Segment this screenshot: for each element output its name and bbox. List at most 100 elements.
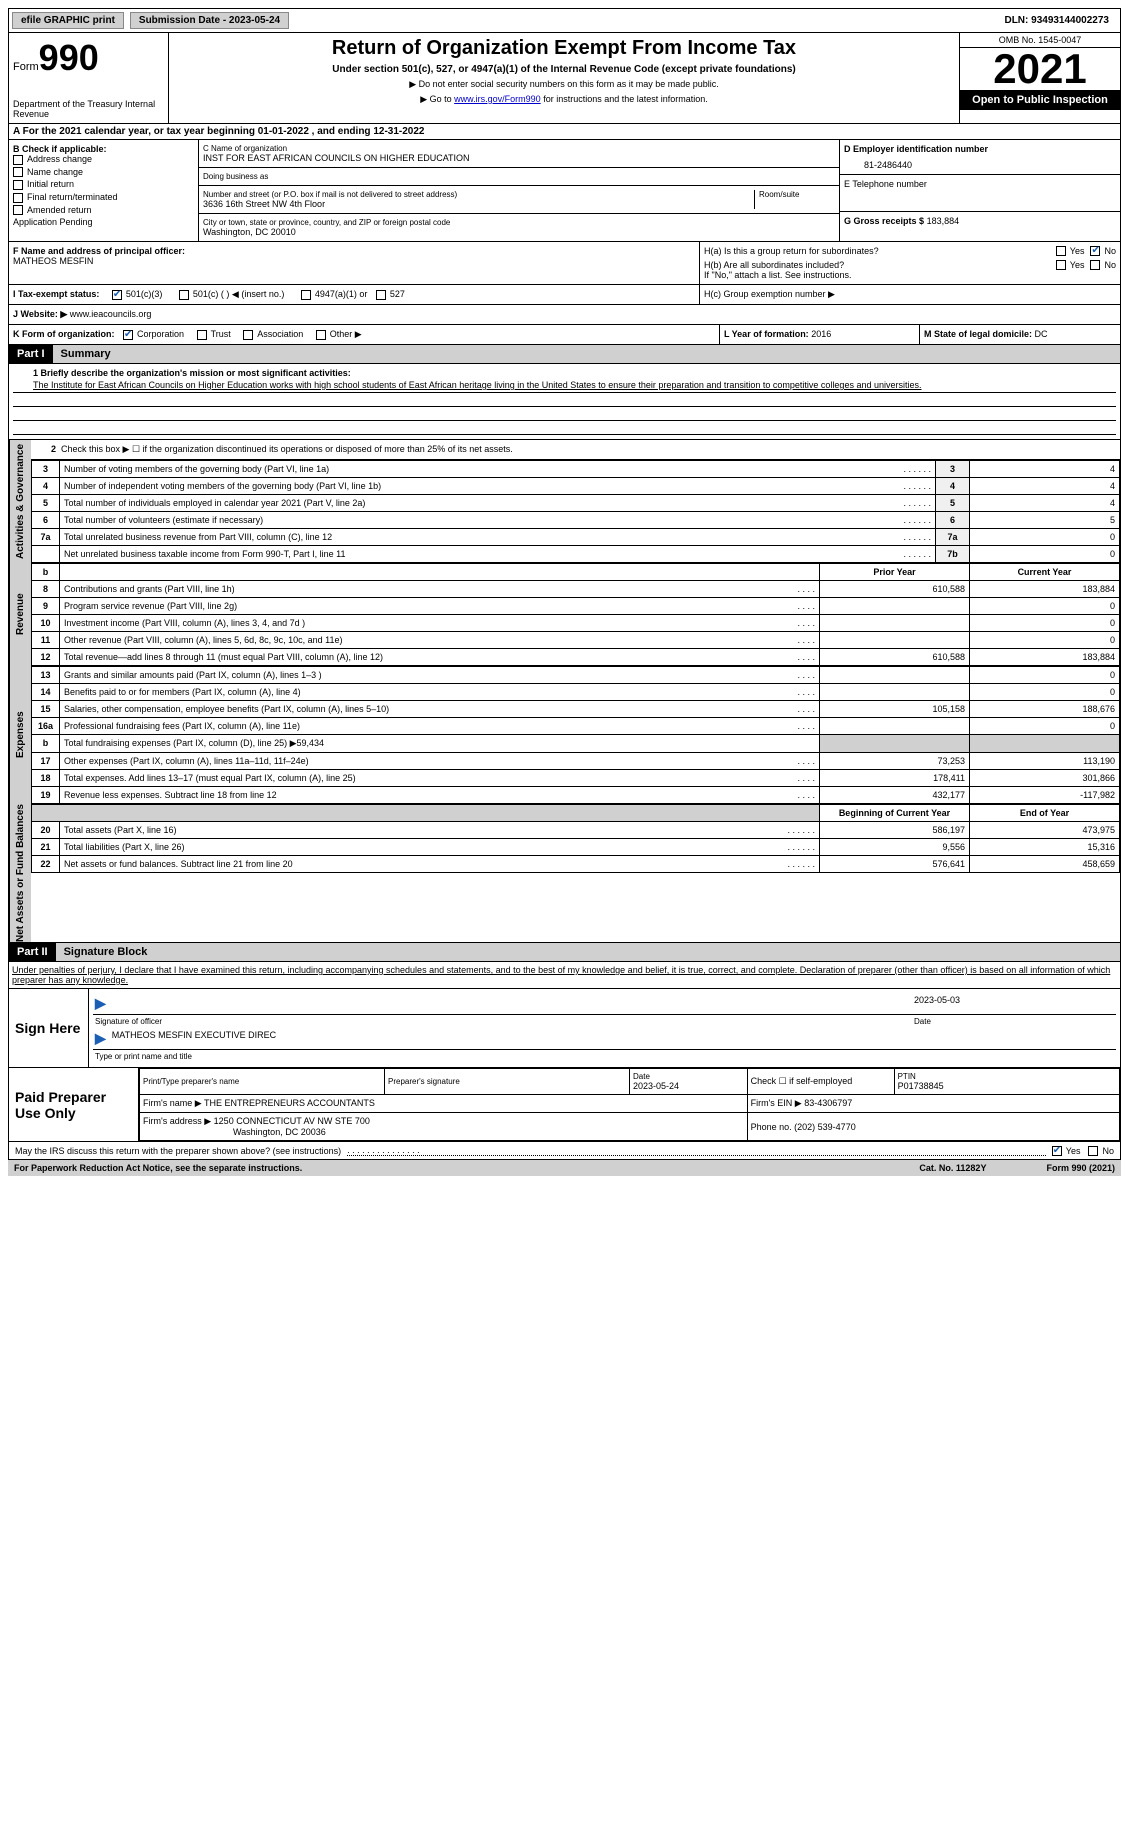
irs-link[interactable]: www.irs.gov/Form990	[454, 94, 541, 104]
part2-title: Signature Block	[56, 943, 1120, 961]
table-row: 3Number of voting members of the governi…	[32, 461, 1120, 478]
revenue-label: Revenue	[9, 563, 31, 666]
hb-no[interactable]	[1090, 260, 1100, 270]
table-row: 12Total revenue—add lines 8 through 11 (…	[32, 649, 1120, 666]
header-middle: Return of Organization Exempt From Incom…	[169, 33, 960, 123]
mission-block: 1 Briefly describe the organization's mi…	[8, 364, 1121, 440]
corp-check[interactable]	[123, 330, 133, 340]
part2-header-row: Part II Signature Block	[8, 943, 1121, 962]
governance-table: 3Number of voting members of the governi…	[31, 460, 1120, 563]
section-d: D Employer identification number 81-2486…	[840, 140, 1120, 241]
discuss-text: May the IRS discuss this return with the…	[15, 1146, 341, 1156]
check-applicable-label: B Check if applicable:	[13, 144, 194, 154]
type-name-label: Type or print name and title	[93, 1050, 1116, 1063]
check-amended: Amended return	[13, 205, 194, 216]
hb-label: H(b) Are all subordinates included?	[704, 260, 1056, 270]
dba-label: Doing business as	[203, 172, 835, 181]
table-row: 6Total number of volunteers (estimate if…	[32, 512, 1120, 529]
table-row: 11Other revenue (Part VIII, column (A), …	[32, 632, 1120, 649]
check-final: Final return/terminated	[13, 192, 194, 203]
note-ssn: ▶ Do not enter social security numbers o…	[173, 79, 955, 90]
officer-print-name: MATHEOS MESFIN EXECUTIVE DIREC	[112, 1030, 276, 1047]
table-row: Net unrelated business taxable income fr…	[32, 546, 1120, 563]
dln: DLN: 93493144002273	[996, 13, 1117, 28]
table-row: 8Contributions and grants (Part VIII, li…	[32, 581, 1120, 598]
sig-officer-label: Signature of officer	[95, 1017, 914, 1026]
gross-label: G Gross receipts $	[844, 216, 924, 226]
table-row: 13Grants and similar amounts paid (Part …	[32, 667, 1120, 684]
paid-preparer-label: Paid Preparer Use Only	[9, 1068, 139, 1141]
department: Department of the Treasury Internal Reve…	[13, 99, 164, 119]
arrow-icon: ▶	[95, 1030, 106, 1047]
part2-header: Part II	[9, 943, 56, 961]
governance-label: Activities & Governance	[9, 440, 31, 563]
date-label: Date	[914, 1017, 1114, 1026]
form-number: 990	[39, 37, 99, 78]
room-label: Room/suite	[759, 190, 835, 199]
revenue-section: Revenue bPrior YearCurrent Year 8Contrib…	[8, 563, 1121, 666]
discuss-no[interactable]	[1088, 1146, 1098, 1156]
form-title: Return of Organization Exempt From Incom…	[173, 37, 955, 60]
hc-label: H(c) Group exemption number ▶	[704, 289, 835, 299]
header-right: OMB No. 1545-0047 2021 Open to Public In…	[960, 33, 1120, 123]
check-name: Name change	[13, 167, 194, 178]
org-name-label: C Name of organization	[203, 144, 835, 153]
website-url: www.ieacouncils.org	[70, 309, 152, 319]
sig-date: 2023-05-03	[914, 995, 1114, 1012]
header-left: Form990 Department of the Treasury Inter…	[9, 33, 169, 123]
ein-label: D Employer identification number	[844, 144, 1116, 154]
table-row: 15Salaries, other compensation, employee…	[32, 701, 1120, 718]
form-org-label: K Form of organization:	[13, 329, 115, 339]
org-name: INST FOR EAST AFRICAN COUNCILS ON HIGHER…	[203, 153, 835, 163]
table-row: 14Benefits paid to or for members (Part …	[32, 684, 1120, 701]
net-section: Net Assets or Fund Balances Beginning of…	[8, 804, 1121, 943]
501c3-check[interactable]	[112, 290, 122, 300]
table-row: 7aTotal unrelated business revenue from …	[32, 529, 1120, 546]
table-row: 22Net assets or fund balances. Subtract …	[32, 856, 1120, 873]
penalty-text: Under penalties of perjury, I declare th…	[8, 962, 1121, 989]
city: Washington, DC 20010	[203, 227, 835, 237]
ha-yes[interactable]	[1056, 246, 1066, 256]
ha-label: H(a) Is this a group return for subordin…	[704, 246, 1056, 256]
expenses-section: Expenses 13Grants and similar amounts pa…	[8, 666, 1121, 804]
check-address: Address change	[13, 154, 194, 165]
part1-header: Part I	[9, 345, 53, 363]
form-subtitle: Under section 501(c), 527, or 4947(a)(1)…	[173, 64, 955, 75]
sign-here-label: Sign Here	[9, 989, 89, 1067]
gross-value: 183,884	[927, 216, 960, 226]
line2: Check this box ▶ ☐ if the organization d…	[61, 444, 513, 454]
city-label: City or town, state or province, country…	[203, 218, 835, 227]
efile-button[interactable]: efile GRAPHIC print	[12, 12, 124, 29]
table-row: 20Total assets (Part X, line 16) . . . .…	[32, 822, 1120, 839]
table-row: 10Investment income (Part VIII, column (…	[32, 615, 1120, 632]
form-header: Form990 Department of the Treasury Inter…	[8, 33, 1121, 124]
table-row: 5Total number of individuals employed in…	[32, 495, 1120, 512]
governance-section: Activities & Governance 2 Check this box…	[8, 440, 1121, 563]
hb-note: If "No," attach a list. See instructions…	[704, 270, 1116, 280]
paperwork-row: For Paperwork Reduction Act Notice, see …	[8, 1160, 1121, 1176]
phone-label: E Telephone number	[844, 179, 1116, 189]
period-row: A For the 2021 calendar year, or tax yea…	[8, 124, 1121, 140]
discuss-row: May the IRS discuss this return with the…	[8, 1142, 1121, 1160]
ha-no[interactable]	[1090, 246, 1100, 256]
state-domicile-label: M State of legal domicile:	[924, 329, 1032, 339]
section-c: C Name of organization INST FOR EAST AFR…	[199, 140, 840, 241]
tax-status-label: I Tax-exempt status:	[13, 289, 99, 299]
check-pending: Application Pending	[13, 217, 194, 227]
table-row: 18Total expenses. Add lines 13–17 (must …	[32, 770, 1120, 787]
top-bar: efile GRAPHIC print Submission Date - 20…	[8, 8, 1121, 33]
form-prefix: Form	[13, 61, 39, 73]
officer-label: F Name and address of principal officer:	[13, 246, 695, 256]
discuss-yes[interactable]	[1052, 1146, 1062, 1156]
table-row: 21Total liabilities (Part X, line 26) . …	[32, 839, 1120, 856]
expenses-label: Expenses	[9, 666, 31, 804]
mission-label: 1 Briefly describe the organization's mi…	[13, 368, 1116, 378]
addr-label: Number and street (or P.O. box if mail i…	[203, 190, 750, 199]
revenue-table: bPrior YearCurrent Year 8Contributions a…	[31, 563, 1120, 666]
hb-yes[interactable]	[1056, 260, 1066, 270]
part1-header-row: Part I Summary	[8, 345, 1121, 364]
table-row: 17Other expenses (Part IX, column (A), l…	[32, 753, 1120, 770]
table-row: bTotal fundraising expenses (Part IX, co…	[32, 735, 1120, 753]
ein: 81-2486440	[844, 154, 1116, 170]
table-row: 16aProfessional fundraising fees (Part I…	[32, 718, 1120, 735]
